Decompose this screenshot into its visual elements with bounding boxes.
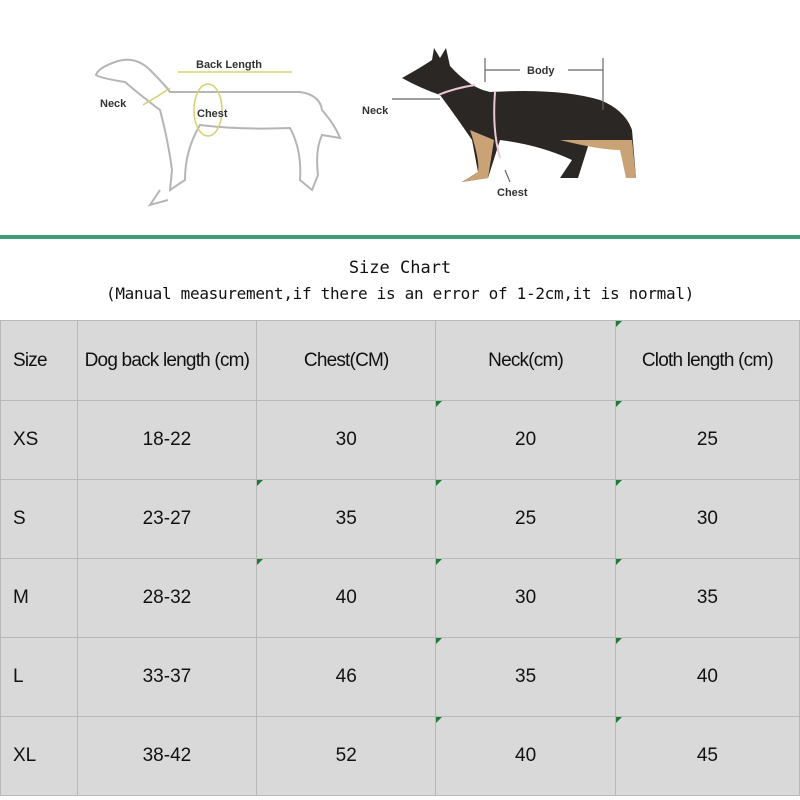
chart-title: Size Chart: [348, 258, 452, 278]
table-header-row: Size Dog back length (cm) Chest(CM) Neck…: [0, 320, 800, 401]
header-back-length: Dog back length (cm): [76, 320, 258, 401]
chart-subtitle: (Manual measurement,if there is an error…: [106, 284, 694, 303]
back-length-label: Back Length: [196, 59, 262, 71]
table-row: XL 38-42 52 40 45: [0, 716, 800, 796]
neck-label-photo: Neck: [362, 105, 389, 117]
neck-label-outline: Neck: [100, 98, 127, 110]
table-row: M 28-32 40 30 35: [0, 558, 800, 638]
cell-cloth-length: 40: [614, 637, 800, 717]
body-label: Body: [527, 65, 555, 77]
cell-size: XL: [0, 716, 78, 796]
cell-chest: 52: [256, 716, 437, 796]
cell-size: L: [0, 637, 78, 717]
cell-cloth-length: 35: [614, 558, 800, 638]
size-table: Size Dog back length (cm) Chest(CM) Neck…: [0, 320, 800, 796]
divider-line: [0, 235, 800, 239]
outline-dog-diagram: [94, 58, 342, 207]
cell-neck: 40: [435, 716, 616, 796]
cell-neck: 30: [435, 558, 616, 638]
dog-measurement-illustration: Back Length Neck Chest Body Neck Chest: [94, 48, 636, 207]
table-row: L 33-37 46 35 40: [0, 637, 800, 717]
cell-chest: 35: [256, 479, 437, 559]
cell-back-length: 23-27: [76, 479, 258, 559]
cell-cloth-length: 25: [614, 400, 800, 480]
german-shepherd-photo: [402, 48, 636, 182]
cell-cloth-length: 45: [614, 716, 800, 796]
cell-back-length: 38-42: [76, 716, 258, 796]
table-row: XS 18-22 30 20 25: [0, 400, 800, 480]
header-chest: Chest(CM): [256, 320, 437, 401]
cell-neck: 25: [435, 479, 616, 559]
cell-chest: 40: [256, 558, 437, 638]
header-cloth-length: Cloth length (cm): [614, 320, 800, 401]
cell-cloth-length: 30: [614, 479, 800, 559]
cell-size: S: [0, 479, 78, 559]
cell-back-length: 28-32: [76, 558, 258, 638]
cell-size: XS: [0, 400, 78, 480]
chest-label-outline: Chest: [197, 108, 228, 120]
chest-label-photo: Chest: [497, 187, 528, 199]
header-size: Size: [0, 320, 78, 401]
header-neck: Neck(cm): [435, 320, 616, 401]
cell-size: M: [0, 558, 78, 638]
cell-neck: 20: [435, 400, 616, 480]
cell-back-length: 33-37: [76, 637, 258, 717]
cell-chest: 46: [256, 637, 437, 717]
cell-neck: 35: [435, 637, 616, 717]
cell-chest: 30: [256, 400, 437, 480]
cell-back-length: 18-22: [76, 400, 258, 480]
table-row: S 23-27 35 25 30: [0, 479, 800, 559]
